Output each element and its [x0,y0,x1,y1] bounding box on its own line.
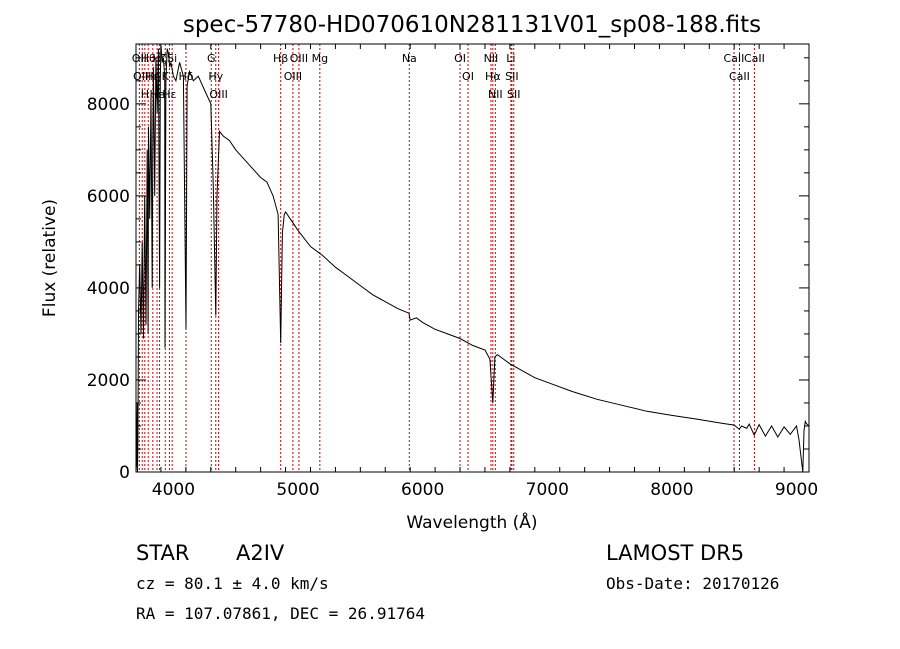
x-tick-label: 5000 [276,480,319,500]
line-label-16: OIII [290,52,308,65]
x-axis-label: Wavelength (Å) [406,511,537,533]
line-label-1: OIII [133,70,151,83]
line-label-3: Hθ [141,52,156,65]
spectral-line-labels: OIIOIIIHHθHηHeHζKHεSiHδGHγOIIIHβOIIIOIII… [132,52,765,101]
line-label-2: H [141,88,149,101]
plot-frame [135,43,810,473]
chart-title: spec-57780-HD070610N281131V01_sp08-188.f… [183,12,761,38]
spectral-line-markers [138,44,755,472]
line-label-24: Li [506,52,515,65]
line-label-23: NII [488,88,503,101]
line-label-20: OI [462,70,474,83]
line-label-27: CaII [724,52,745,65]
line-label-11: G [207,52,216,65]
line-label-17: Mg [312,52,328,65]
x-tick-label: 7000 [526,480,569,500]
line-label-25: SII [505,70,518,83]
object-subclass: A2IV [236,541,285,565]
y-tick-label: 6000 [87,187,130,207]
y-tick-label: 2000 [87,371,130,391]
y-axis-ticks: 0 2000 4000 6000 8000 [87,57,809,483]
y-tick-label: 0 [119,463,130,483]
obs-date: Obs-Date: 20170126 [606,574,779,593]
line-label-13: OIII [209,88,227,101]
line-label-9: Si [167,52,177,65]
x-tick-label: 9000 [775,480,818,500]
line-label-29: CaII [744,52,765,65]
line-label-28: CaII [729,70,750,83]
line-label-22: Hα [485,70,501,83]
spectrum-series [135,43,810,473]
line-label-14: Hβ [273,52,288,65]
spectrum-line-0 [135,43,810,473]
survey-name: LAMOST DR5 [606,541,744,565]
line-label-21: NII [484,52,499,65]
line-label-26: SII [507,88,520,101]
y-tick-label: 8000 [87,95,130,115]
line-label-6: Hζ [152,52,166,65]
x-tick-label: 4000 [152,480,195,500]
redshift-text: cz = 80.1 ± 4.0 km/s [136,574,329,593]
y-tick-label: 4000 [87,279,130,299]
y-axis-label: Flux (relative) [40,199,60,317]
object-type: STAR [136,541,189,565]
line-label-19: OI [454,52,466,65]
x-tick-label: 6000 [401,480,444,500]
line-label-12: Hγ [208,70,223,83]
x-axis-ticks: 4000 5000 6000 7000 8000 9000 [152,44,818,500]
line-label-15: OIII [284,70,302,83]
coordinates-text: RA = 107.07861, DEC = 26.91764 [136,604,425,623]
line-label-18: Na [402,52,417,65]
x-tick-label: 8000 [650,480,693,500]
